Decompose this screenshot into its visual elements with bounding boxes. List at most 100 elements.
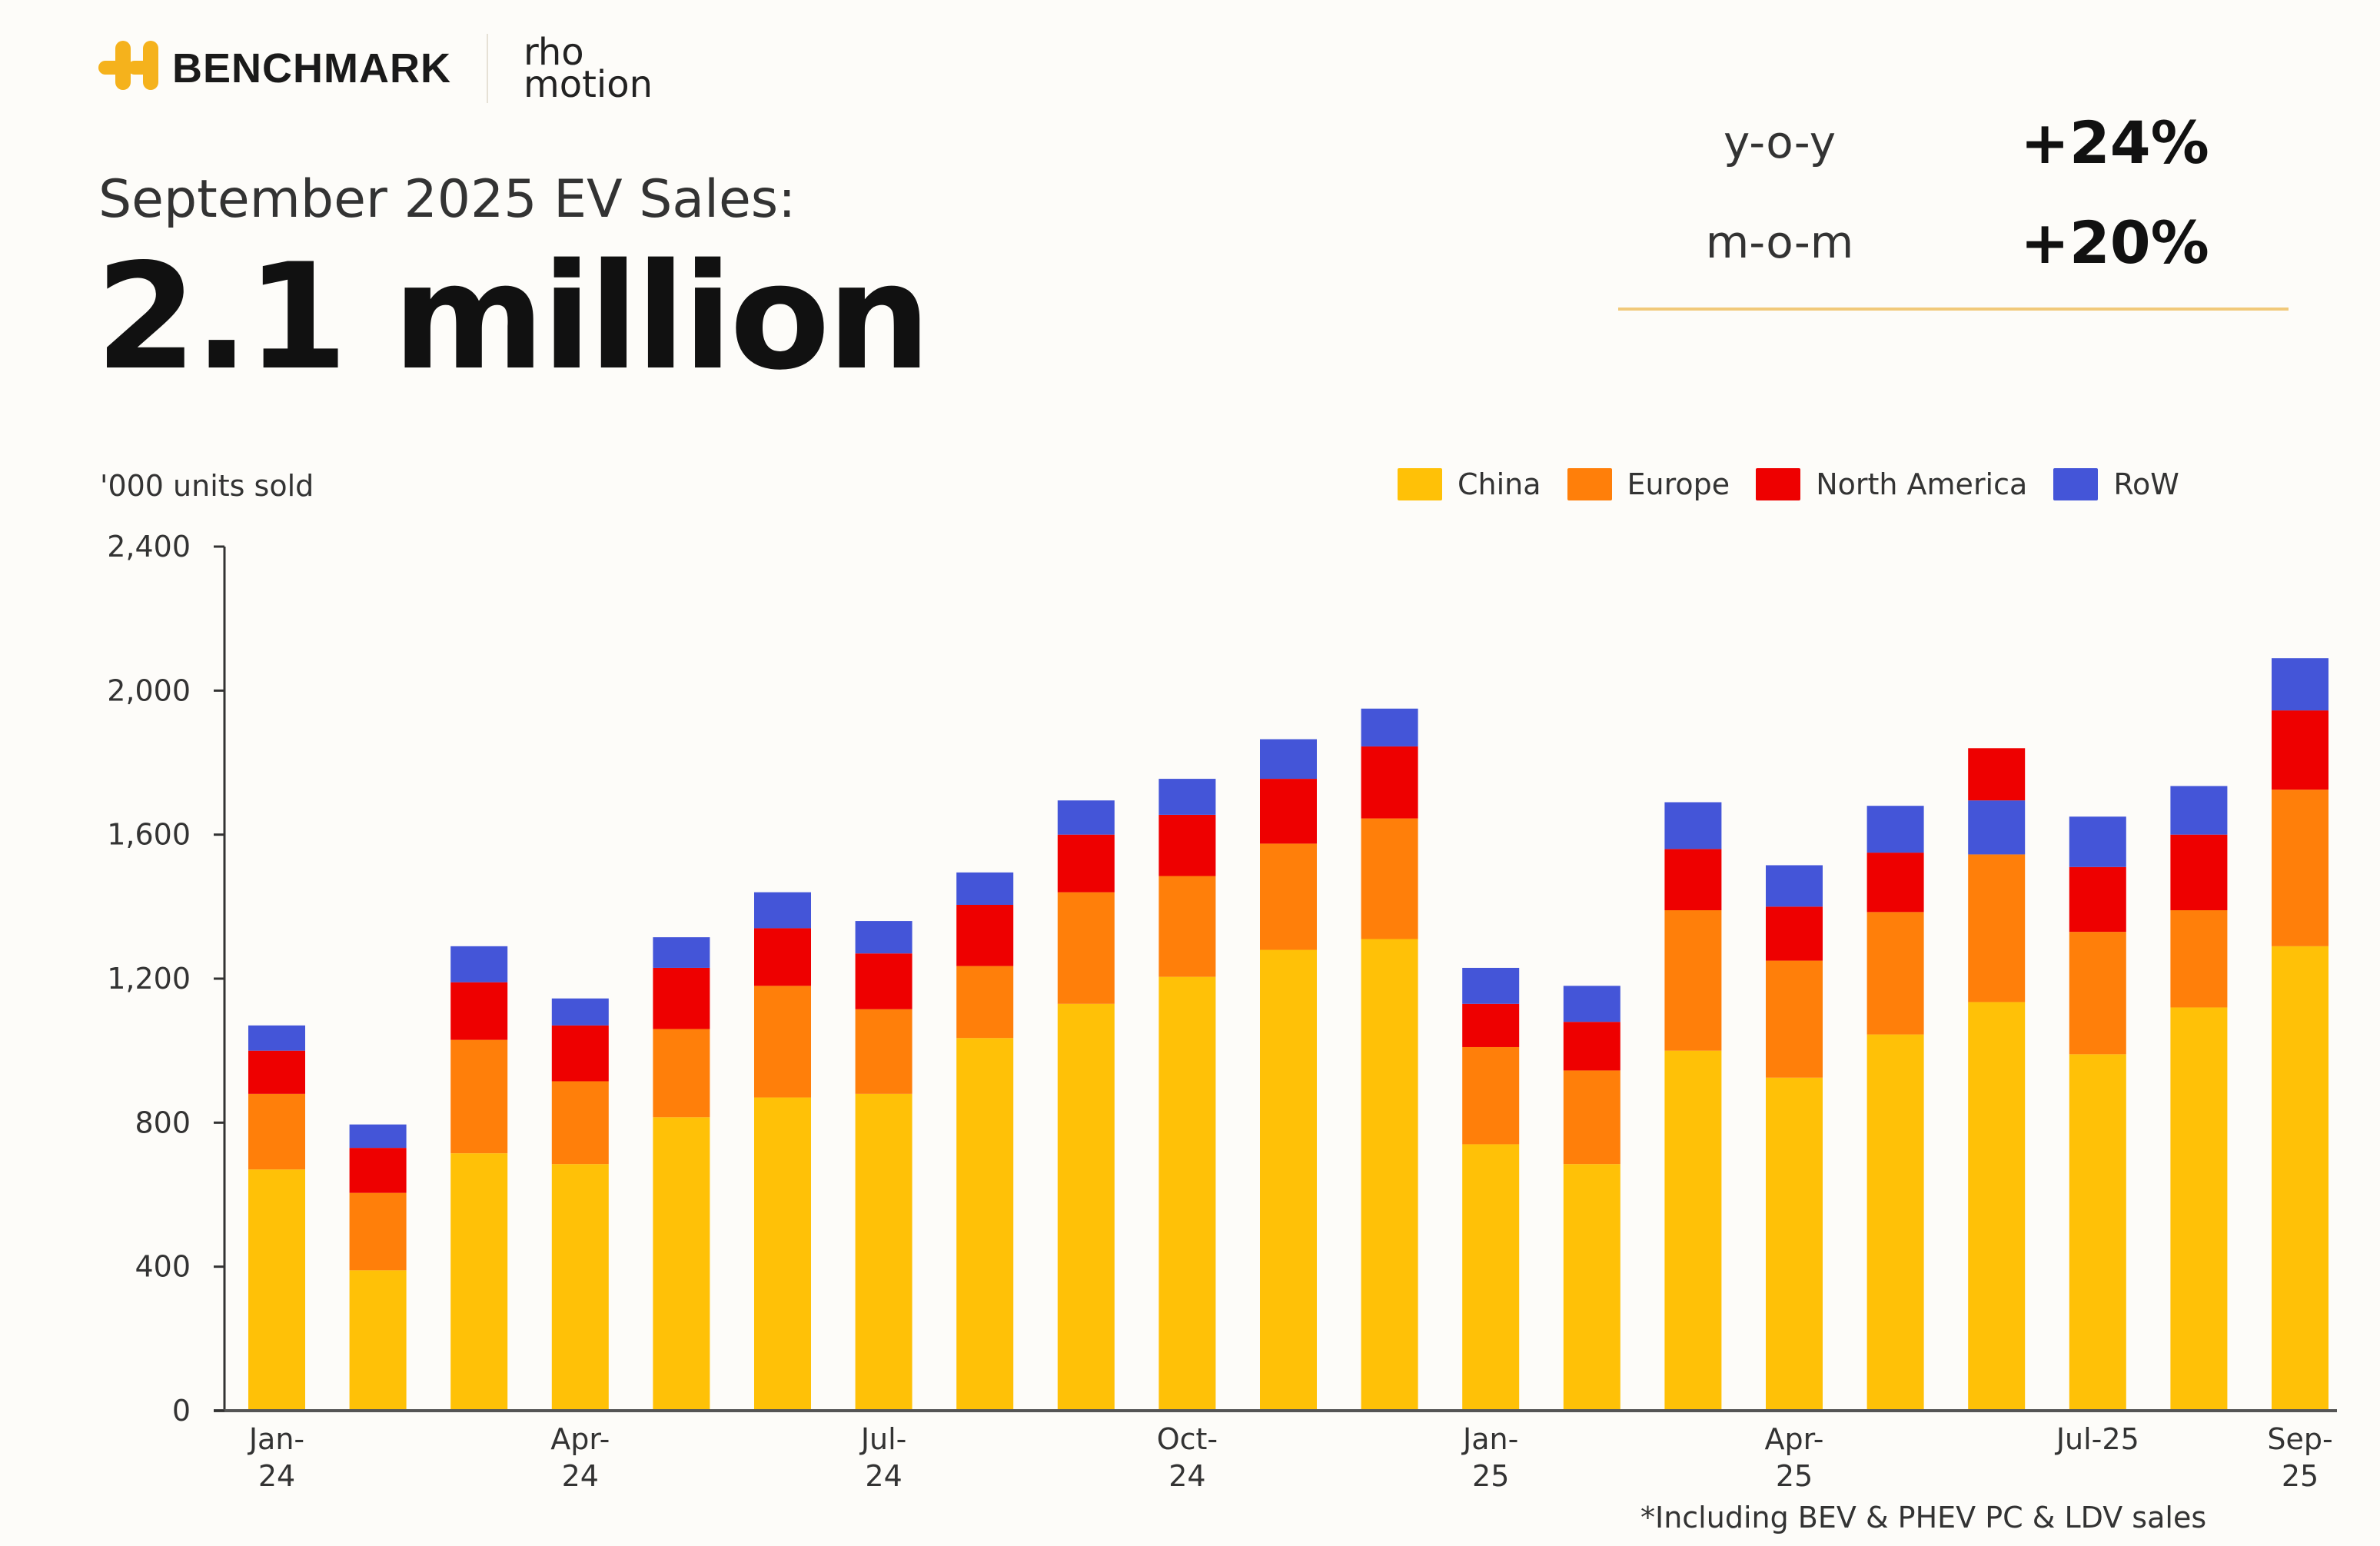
bar-segment-china — [1866, 1034, 1924, 1411]
bar-segment-china — [450, 1153, 508, 1411]
bar-segment-row — [2170, 786, 2228, 835]
bar-stack-may-24 — [653, 937, 710, 1411]
bar-segment-europe — [653, 1029, 710, 1118]
bar-segment-europe — [1260, 843, 1317, 950]
bar-segment-north-america — [1462, 1003, 1520, 1047]
bar-segment-north-america — [1563, 1022, 1620, 1071]
bar-segment-north-america — [551, 1025, 609, 1082]
legend-item-china: China — [1398, 467, 1541, 501]
bar-segment-row — [855, 921, 912, 954]
x-tick-label: Apr- — [1764, 1422, 1823, 1456]
axes-group: 04008001,2001,6002,0002,400Jan-24Apr-24J… — [107, 530, 2337, 1493]
bar-segment-china — [1158, 976, 1216, 1411]
bar-segment-north-america — [653, 967, 710, 1029]
bar-stack-jun-24 — [754, 892, 811, 1411]
bar-stack-jul-25 — [2069, 816, 2126, 1411]
x-tick-label: 25 — [1472, 1459, 1509, 1493]
bar-segment-row — [1968, 800, 2026, 855]
bar-segment-north-america — [754, 928, 811, 986]
y-tick-label: 1,600 — [107, 818, 191, 852]
footnote: *Including BEV & PHEV PC & LDV sales — [1640, 1501, 2207, 1534]
bar-segment-china — [1563, 1164, 1620, 1411]
bar-segment-china — [1462, 1144, 1520, 1411]
kpi-value: +20% — [2020, 208, 2209, 277]
partner-logo: rho motion — [523, 34, 653, 106]
legend-label: North America — [1816, 467, 2028, 501]
kpi-label: m-o-m — [1705, 216, 1854, 268]
bar-segment-china — [349, 1270, 407, 1411]
bar-segment-north-america — [1057, 834, 1115, 893]
bar-segment-north-america — [1664, 849, 1722, 911]
bar-stack-sep-24 — [1057, 800, 1115, 1411]
kpi-value: +24% — [2020, 108, 2209, 177]
bar-segment-china — [1260, 949, 1317, 1411]
bar-stack-aug-25 — [2170, 786, 2228, 1411]
legend-label: Europe — [1627, 467, 1730, 501]
bar-segment-china — [1664, 1050, 1722, 1411]
y-tick-label: 2,400 — [107, 530, 191, 564]
kpi-label: y-o-y — [1723, 116, 1837, 168]
bar-segment-europe — [1563, 1070, 1620, 1165]
bar-segment-row — [1158, 779, 1216, 815]
legend-swatch-row — [2053, 468, 2099, 500]
bar-stack-mar-25 — [1664, 802, 1722, 1411]
bar-segment-europe — [551, 1081, 609, 1165]
bar-segment-north-america — [956, 904, 1014, 966]
bar-segment-north-america — [2069, 866, 2126, 933]
bar-segment-china — [855, 1093, 912, 1411]
logo-divider — [486, 34, 488, 103]
bar-segment-row — [1766, 865, 1823, 907]
y-tick-label: 0 — [172, 1394, 191, 1428]
legend-item-row: RoW — [2053, 467, 2179, 501]
benchmark-logo: BENCHMARK rho motion — [98, 34, 653, 103]
bar-stack-jul-24 — [855, 921, 912, 1411]
x-tick-label: 24 — [258, 1459, 295, 1493]
bar-stack-sep-25 — [2272, 658, 2328, 1411]
y-tick-label: 400 — [135, 1250, 191, 1284]
bar-segment-north-america — [855, 953, 912, 1009]
x-tick-label: 24 — [1168, 1459, 1205, 1493]
bar-segment-europe — [2170, 910, 2228, 1008]
bar-stack-dec-24 — [1361, 708, 1418, 1411]
partner-logo-line2: motion — [523, 63, 653, 106]
bar-segment-north-america — [1158, 814, 1216, 876]
bar-segment-north-america — [1968, 748, 2026, 801]
bar-segment-north-america — [1866, 853, 1924, 913]
bar-segment-china — [1968, 1002, 2026, 1411]
bar-segment-row — [1057, 800, 1115, 835]
bar-segment-europe — [248, 1093, 305, 1170]
bar-stack-oct-24 — [1158, 779, 1216, 1411]
bar-stack-mar-24 — [450, 946, 508, 1411]
legend-item-north-america: North America — [1756, 467, 2027, 501]
kpi-row-mom: m-o-m +20% — [1618, 192, 2289, 292]
bar-segment-row — [754, 892, 811, 929]
legend-label: RoW — [2113, 467, 2179, 501]
bar-segment-row — [2272, 658, 2328, 711]
kpi-panel: y-o-y +24% m-o-m +20% — [1618, 92, 2289, 311]
bar-segment-north-america — [1766, 906, 1823, 961]
y-tick-label: 1,200 — [107, 962, 191, 996]
bar-segment-china — [2272, 946, 2328, 1411]
bars-group — [248, 658, 2328, 1411]
brand-name: BENCHMARK — [172, 45, 451, 91]
bar-segment-europe — [956, 966, 1014, 1039]
bar-segment-europe — [1158, 876, 1216, 977]
bar-segment-europe — [1866, 912, 1924, 1035]
bar-segment-europe — [1361, 818, 1418, 939]
bar-stack-jun-25 — [1968, 748, 2026, 1411]
bar-segment-china — [2069, 1054, 2126, 1411]
headline-total: 2.1 million — [95, 232, 931, 402]
legend-item-europe: Europe — [1567, 467, 1730, 501]
bar-segment-row — [1866, 806, 1924, 853]
bar-segment-row — [2069, 816, 2126, 867]
bar-segment-europe — [349, 1192, 407, 1271]
bar-segment-north-america — [2272, 710, 2328, 790]
bar-segment-row — [551, 998, 609, 1026]
bar-segment-row — [450, 946, 508, 982]
x-tick-label: 25 — [1776, 1459, 1813, 1493]
bar-segment-north-america — [450, 982, 508, 1040]
bar-segment-china — [754, 1097, 811, 1411]
bar-stack-nov-24 — [1260, 739, 1317, 1411]
x-tick-label: Jul- — [859, 1422, 907, 1456]
